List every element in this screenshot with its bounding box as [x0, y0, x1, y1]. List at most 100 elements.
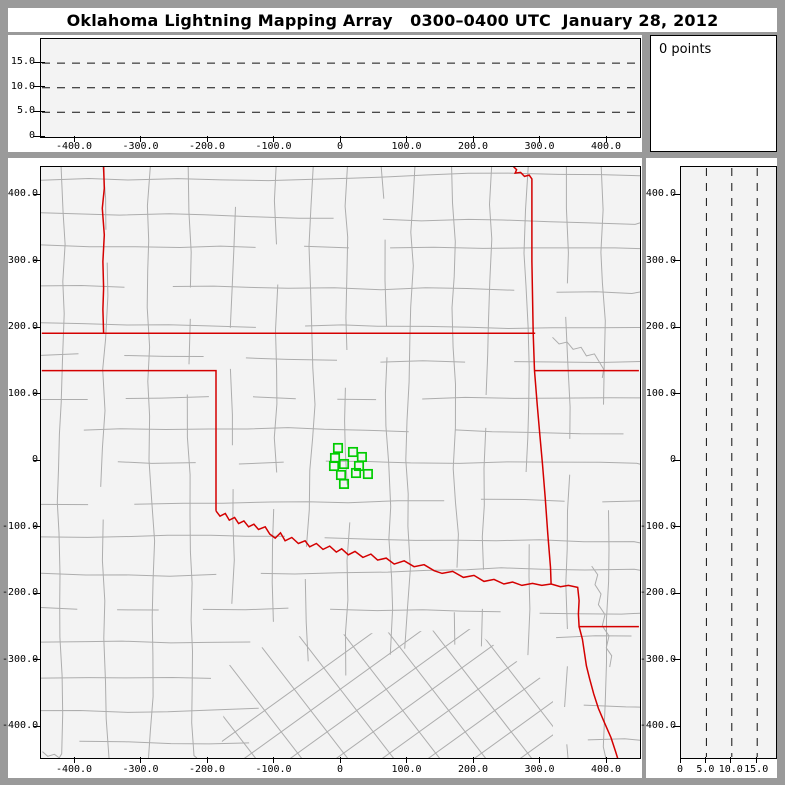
- county-line-diag: [544, 629, 553, 758]
- plan-view-map-plot-area: [40, 166, 641, 759]
- x-tick-label: -400.0: [55, 141, 93, 152]
- axis-tick: [33, 86, 45, 88]
- axis-tick: [33, 193, 40, 195]
- axis-tick: [472, 136, 474, 142]
- county-line: [41, 396, 640, 401]
- altitude-ew-panel: 0 5.0 10.0 15.0 -400.0 -300.0 -200.0 -100.0 0 100…: [8, 35, 642, 152]
- state-border-0: [101, 167, 106, 334]
- county-line: [564, 167, 571, 758]
- lma-station-marker: [335, 469, 347, 481]
- state-border-2: [512, 167, 552, 585]
- axis-tick: [539, 136, 540, 142]
- y-tick-label: 300.0: [7, 254, 38, 266]
- axis-tick: [33, 110, 45, 112]
- county-line-diag: [360, 629, 553, 758]
- x-tick-label: 5.0: [696, 764, 715, 775]
- altitude-ew-plot-area: [40, 38, 641, 138]
- y-tick-label: -200.0: [2, 587, 39, 598]
- axis-tick: [406, 757, 407, 763]
- axis-tick: [673, 326, 680, 328]
- county-line: [41, 534, 640, 544]
- axis-tick: [33, 659, 40, 660]
- y-tick-label: 100.0: [645, 387, 676, 399]
- y-tick-label: 5.0: [16, 105, 35, 117]
- county-line-diag: [221, 629, 412, 758]
- lma-station-marker: [328, 460, 340, 472]
- axis-tick: [206, 136, 208, 142]
- points-count-label: 0 points: [659, 42, 712, 57]
- state-border-7: [578, 626, 619, 758]
- x-tick-label: 300.0: [524, 141, 555, 152]
- county-line: [41, 244, 640, 250]
- x-tick-label: -200.0: [188, 141, 226, 152]
- axis-tick: [673, 592, 680, 594]
- axis-tick: [33, 326, 40, 328]
- axis-tick: [140, 136, 141, 142]
- y-tick-label: 200.0: [645, 321, 676, 332]
- county-line: [79, 738, 640, 745]
- y-tick-label: 400.0: [645, 188, 676, 199]
- lma-station-marker: [338, 478, 350, 489]
- county-line: [41, 322, 640, 330]
- x-tick-label: 10.0: [718, 764, 743, 775]
- county-line-diag: [268, 629, 440, 758]
- county-line-diag: [406, 629, 553, 758]
- county-line: [41, 172, 640, 182]
- axis-tick: [73, 136, 75, 142]
- county-line-diag: [637, 597, 640, 758]
- county-line: [230, 207, 235, 758]
- x-tick-label: 100.0: [391, 764, 422, 775]
- county-line-diag: [221, 629, 458, 758]
- lma-station-marker: [356, 451, 367, 463]
- axis-tick: [673, 526, 680, 527]
- y-tick-label: 0: [31, 454, 38, 465]
- axis-tick: [673, 725, 680, 727]
- x-tick-label: 15.0: [744, 764, 769, 775]
- y-tick-label: 15.0: [10, 56, 35, 68]
- county-line-diag: [314, 629, 486, 758]
- river-line-1: [591, 565, 613, 668]
- state-border-5: [215, 510, 552, 587]
- county-line-diag: [498, 629, 553, 758]
- county-line-diag: [544, 629, 553, 758]
- x-tick-label: 400.0: [590, 141, 622, 152]
- axis-tick: [406, 136, 407, 142]
- axis-tick: [673, 459, 680, 461]
- axis-tick: [140, 757, 141, 763]
- county-line-diag: [406, 629, 553, 758]
- axis-tick: [539, 757, 540, 763]
- county-line: [41, 678, 640, 679]
- county-line-diag: [360, 629, 532, 758]
- y-tick-label: -400.0: [639, 720, 676, 731]
- county-line: [41, 635, 640, 643]
- axis-tick: [605, 757, 607, 763]
- axis-tick: [33, 260, 40, 261]
- county-line: [41, 353, 640, 364]
- lma-station-marker: [332, 442, 344, 454]
- x-tick-label: -100.0: [255, 141, 292, 152]
- axis-tick: [605, 136, 607, 142]
- axis-tick: [673, 193, 680, 195]
- axis-tick: [273, 136, 274, 142]
- y-tick-label: 0: [28, 130, 35, 141]
- county-line-diag: [452, 629, 553, 758]
- axis-tick: [730, 757, 732, 763]
- county-boundaries: [41, 167, 640, 758]
- axis-tick: [33, 725, 40, 727]
- county-line: [305, 167, 315, 758]
- county-line: [41, 498, 640, 506]
- y-tick-label: 100.0: [7, 387, 38, 399]
- x-tick-label: 400.0: [590, 764, 622, 775]
- county-line: [452, 167, 459, 758]
- x-tick-label: -400.0: [55, 764, 93, 775]
- county-line: [41, 567, 640, 577]
- axis-tick: [673, 393, 680, 394]
- x-tick-label: 0: [336, 141, 344, 152]
- county-line: [41, 607, 640, 615]
- axis-tick: [33, 393, 40, 394]
- county-line: [524, 167, 530, 758]
- axis-tick: [33, 592, 40, 594]
- county-line-diag: [452, 629, 553, 758]
- plan-view-map-panel: 400.0 300.0 200.0 100.0 0 -100.0 -200.0 -300.0 -…: [2, 158, 642, 778]
- dashed-altitude-gridlines: [705, 168, 758, 757]
